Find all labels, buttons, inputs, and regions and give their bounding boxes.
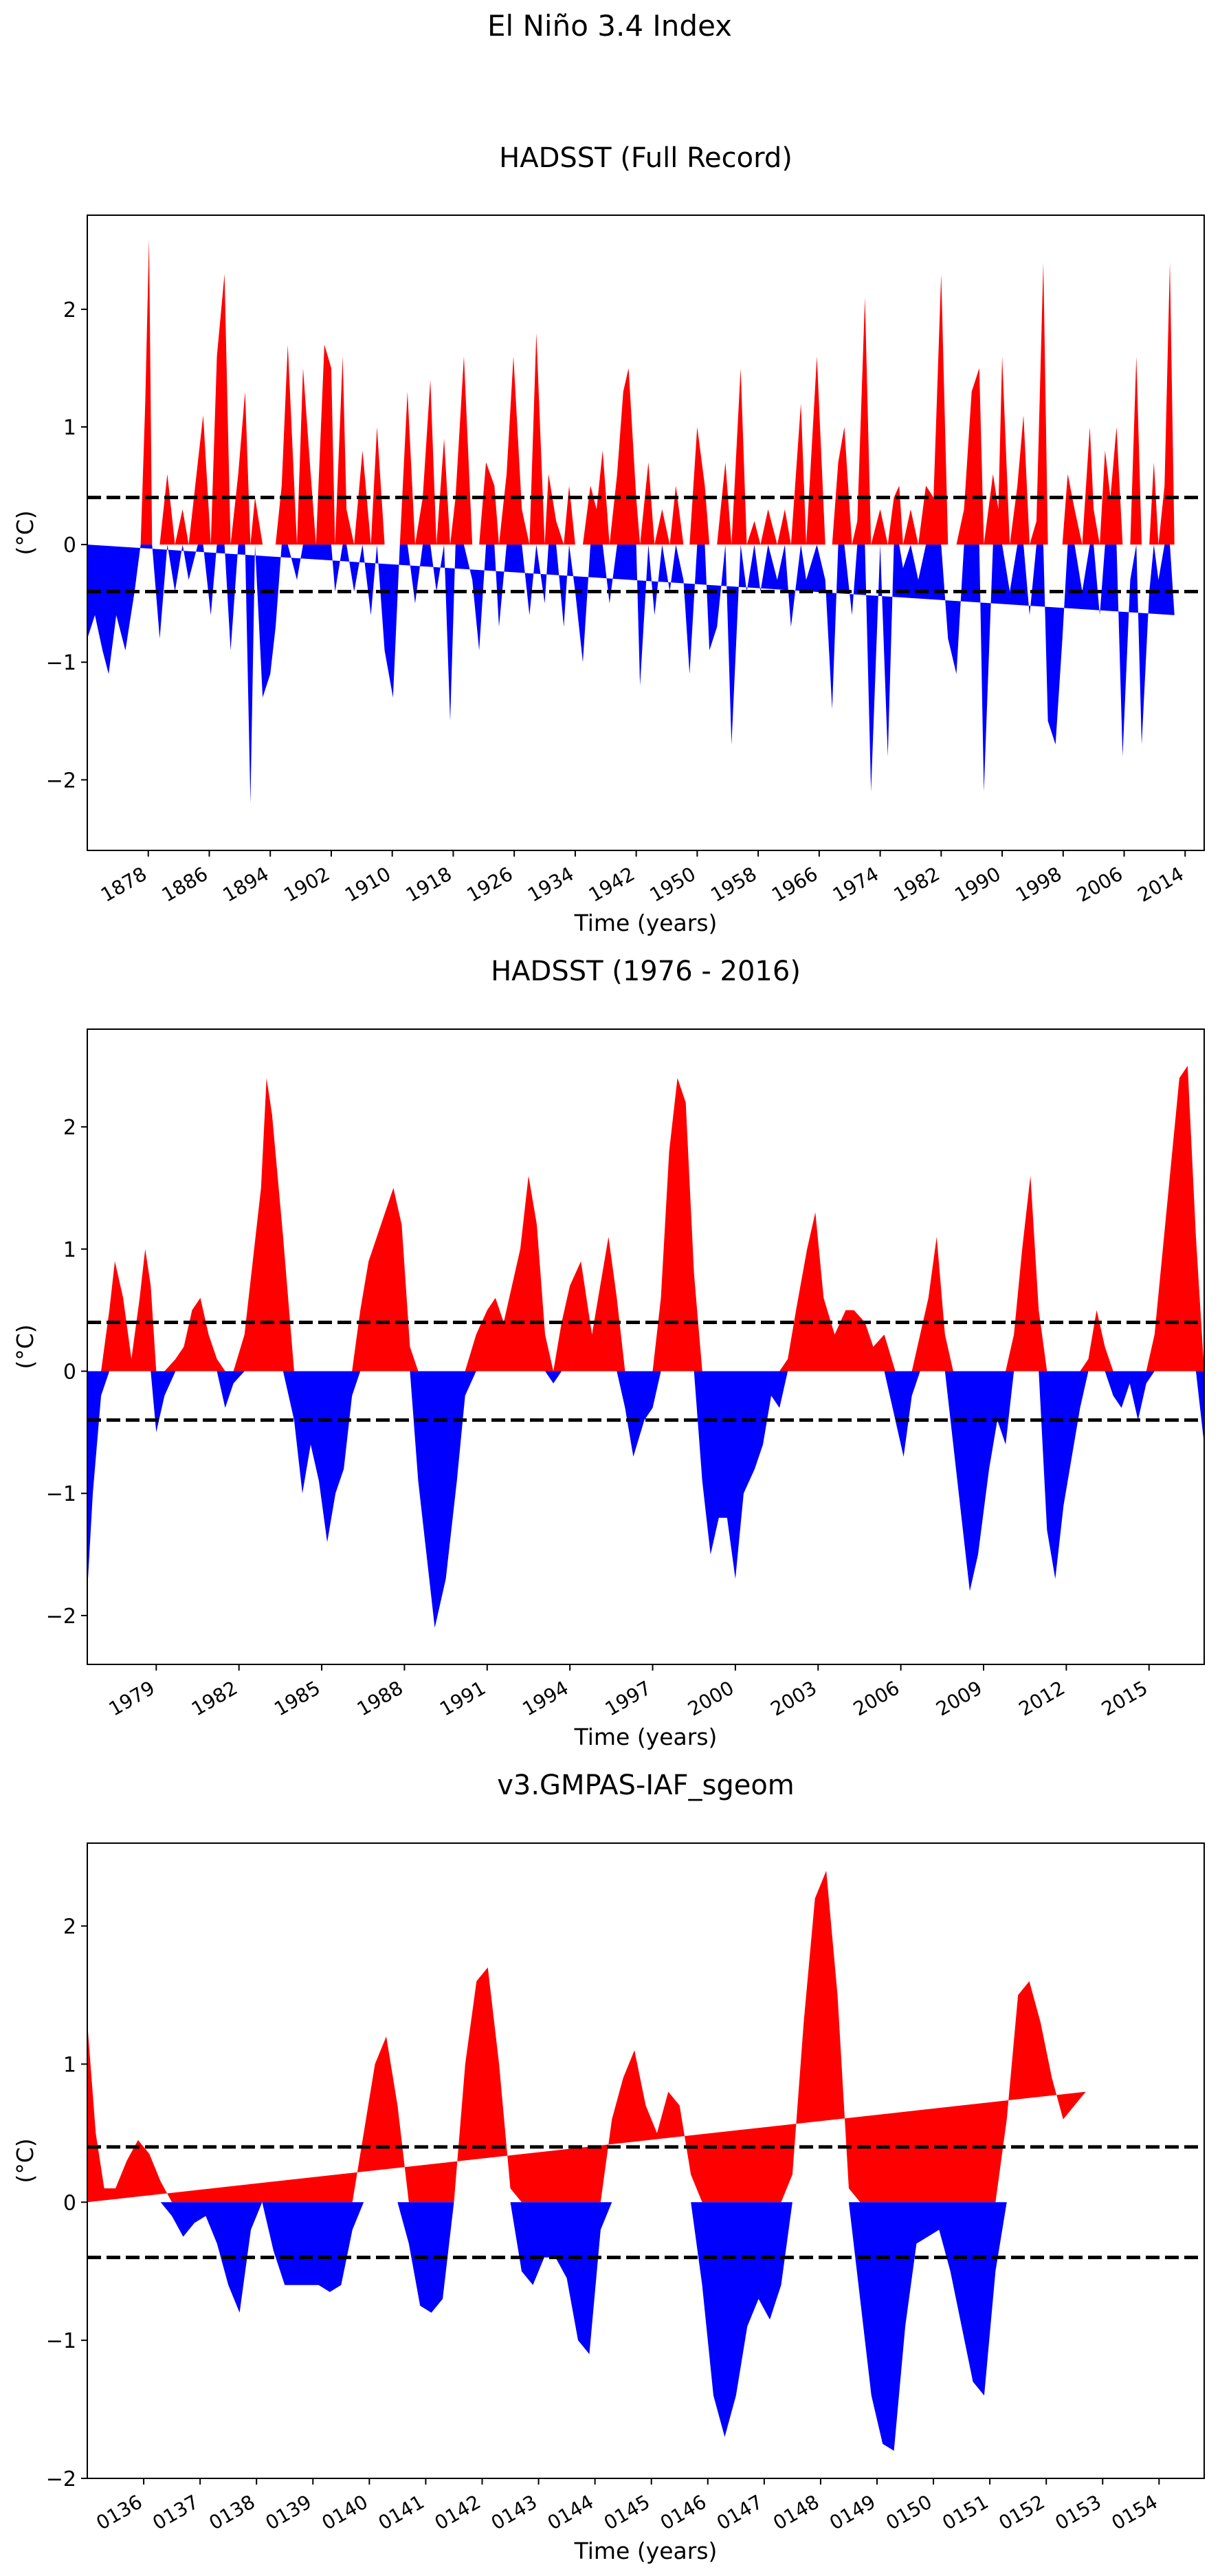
x-tick-label: 1991 [436, 1676, 489, 1720]
x-tick-label: 2012 [1015, 1676, 1069, 1720]
y-tick-label: 2 [63, 1116, 76, 1140]
x-tick-label: 0149 [825, 2490, 879, 2534]
x-axis-label: Time (years) [574, 910, 718, 936]
x-tick-label: 0148 [769, 2490, 823, 2534]
chart-title: HADSST (Full Record) [499, 142, 792, 174]
y-tick-label: 2 [63, 1915, 76, 1939]
x-tick-label: 1974 [829, 862, 883, 906]
x-tick-label: 0143 [487, 2490, 541, 2534]
y-tick-label: −2 [46, 1605, 76, 1629]
x-tick-label: 0146 [656, 2490, 710, 2534]
x-tick-label: 0142 [431, 2490, 485, 2534]
x-tick-label: 1950 [646, 862, 700, 906]
x-tick-label: 0136 [92, 2490, 146, 2534]
x-tick-label: 1982 [890, 862, 944, 906]
x-tick-label: 1994 [518, 1676, 572, 1720]
y-axis-label: (°C) [12, 2138, 38, 2183]
x-tick-label: 0153 [1052, 2490, 1105, 2534]
y-tick-label: 1 [63, 1238, 76, 1262]
y-tick-label: −2 [46, 769, 76, 793]
x-tick-label: 0147 [713, 2490, 766, 2534]
positive-anomaly-area [87, 1066, 1204, 1372]
negative-anomaly-area [87, 2202, 1086, 2451]
x-tick-label: 1894 [219, 862, 272, 906]
x-tick-label: 1878 [97, 862, 151, 906]
plot-area [87, 239, 1175, 804]
chart-2: HADSST (1976 - 2016) −2 −1 0 1 2 1979 1982 1985 1… [12, 956, 1205, 1750]
x-tick-label: 0137 [148, 2490, 202, 2534]
plot-frame [87, 1842, 1205, 2479]
x-tick-label: 0139 [262, 2490, 315, 2534]
y-tick-label: 0 [63, 1361, 76, 1385]
figure-title: El Niño 3.4 Index [487, 9, 732, 43]
y-tick-label: 2 [63, 298, 76, 322]
y-axis-label: (°C) [12, 510, 38, 555]
x-axis-label: Time (years) [574, 2538, 718, 2564]
y-tick-label: 0 [63, 533, 76, 558]
x-tick-label: 2015 [1098, 1676, 1151, 1720]
x-tick-label: 2009 [932, 1676, 986, 1720]
x-tick-label: 1997 [601, 1676, 655, 1720]
x-tick-label: 2006 [1073, 862, 1127, 906]
y-tick-label: −1 [46, 2329, 76, 2353]
x-tick-label: 1910 [341, 862, 395, 906]
plot-frame [87, 214, 1205, 851]
positive-anomaly-area [87, 239, 1175, 545]
x-tick-label: 0141 [375, 2490, 428, 2534]
x-tick-label: 0154 [1108, 2490, 1162, 2534]
x-tick-label: 1934 [524, 862, 577, 906]
x-tick-label: 1958 [707, 862, 760, 906]
x-tick-label: 1985 [270, 1676, 324, 1720]
x-tick-label: 2000 [684, 1676, 737, 1720]
x-tick-label: 0140 [318, 2490, 372, 2534]
x-tick-label: 1988 [353, 1676, 407, 1720]
plot-frame [87, 1028, 1205, 1665]
plot-area [87, 1871, 1086, 2451]
chart-title: v3.GMPAS-IAF_sgeom [497, 1770, 795, 1801]
x-tick-label: 1998 [1012, 862, 1065, 906]
x-tick-label: 0145 [600, 2490, 654, 2534]
y-tick-label: −1 [46, 651, 76, 675]
x-tick-label: 2006 [850, 1676, 903, 1720]
x-tick-label: 1942 [585, 862, 639, 906]
chart-3: v3.GMPAS-IAF_sgeom −2 −1 0 1 2 0136 0137 0138 013… [12, 1770, 1205, 2564]
x-tick-label: 1966 [768, 862, 821, 906]
y-tick-label: −2 [46, 2467, 76, 2491]
x-tick-label: 1979 [105, 1676, 159, 1720]
x-tick-label: 0151 [938, 2490, 992, 2534]
y-tick-label: 0 [63, 2191, 76, 2215]
x-tick-label: 1886 [158, 862, 212, 906]
x-tick-label: 2003 [767, 1676, 821, 1720]
x-tick-label: 1902 [280, 862, 333, 906]
x-tick-label: 1982 [188, 1676, 241, 1720]
x-tick-label: 1990 [951, 862, 1004, 906]
x-tick-label: 1918 [402, 862, 456, 906]
x-axis-label: Time (years) [574, 1724, 718, 1750]
x-tick-label: 0144 [544, 2490, 597, 2534]
x-tick-label: 1926 [463, 862, 516, 906]
y-tick-label: −1 [46, 1482, 76, 1506]
negative-anomaly-area [87, 544, 1175, 804]
y-axis-label: (°C) [12, 1324, 38, 1369]
negative-anomaly-area [87, 1371, 1204, 1628]
x-tick-label: 0138 [205, 2490, 258, 2534]
x-tick-label: 0150 [882, 2490, 935, 2534]
chart-title: HADSST (1976 - 2016) [491, 956, 801, 987]
y-tick-label: 1 [63, 416, 76, 440]
y-tick-label: 1 [63, 2053, 76, 2077]
plot-area [87, 1066, 1204, 1628]
x-tick-label: 0152 [995, 2490, 1048, 2534]
x-tick-label: 2014 [1134, 862, 1188, 906]
positive-anomaly-area [87, 1871, 1086, 2203]
